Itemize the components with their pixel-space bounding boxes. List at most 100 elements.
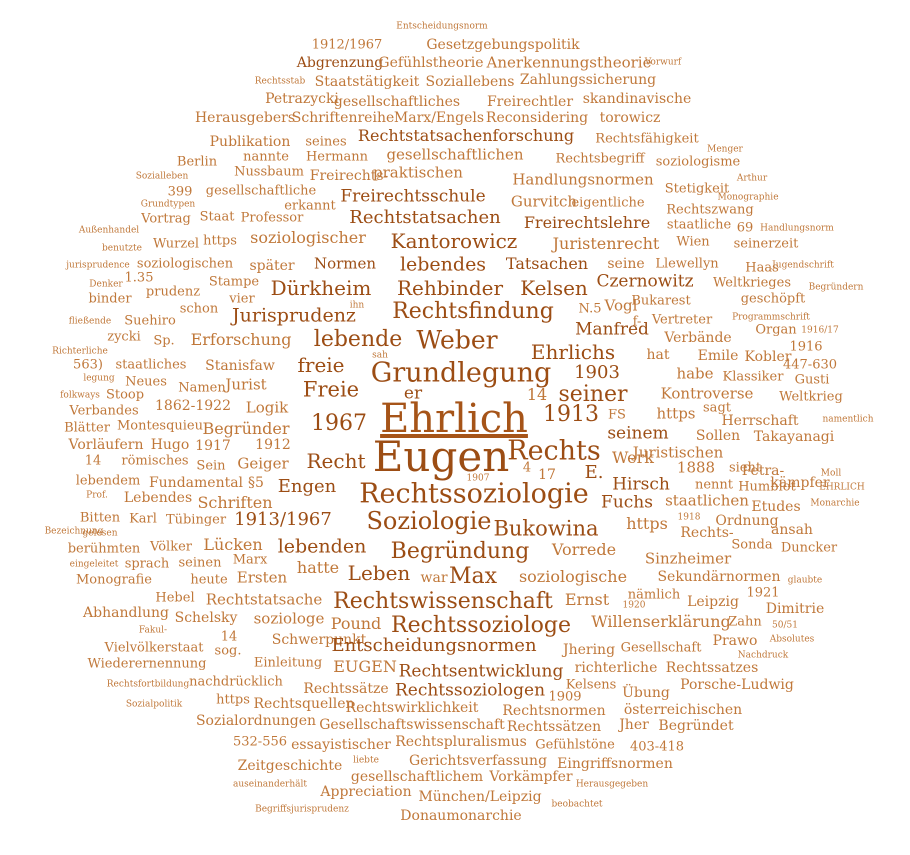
cloud-word-nachdruck: Nachdruck (737, 650, 789, 661)
cloud-word-schriftenreihe: Schriftenreihe (291, 110, 395, 126)
cloud-word-flie-ende: fließende (68, 316, 112, 327)
cloud-word-schwerpunkt: Schwerpunkt (271, 632, 367, 648)
cloud-word-lebendes: Lebendes (123, 490, 193, 506)
cloud-word-nussbaum: Nussbaum (234, 164, 304, 180)
cloud-word-bitten: Bitten (79, 510, 121, 526)
cloud-word-volker: Völker (150, 539, 192, 555)
cloud-word-organ: Organ (755, 322, 797, 338)
cloud-word-weber: Weber (416, 325, 498, 355)
cloud-word-erforschung: Erforschung (190, 330, 292, 349)
cloud-word-ubung: Übung (622, 685, 670, 701)
cloud-word-rechtsbegriff: Rechtsbegriff (555, 151, 645, 167)
cloud-word-logik: Logik (245, 398, 289, 417)
cloud-word-rechtspluralismus: Rechtspluralismus (395, 734, 527, 750)
cloud-word-munchen-leipzig: München/Leipzig (418, 789, 542, 805)
cloud-word-rechtssatze: Rechtssätze (303, 681, 389, 697)
cloud-word-sprach: sprach (124, 556, 170, 572)
cloud-word-nennt: nennt (694, 477, 734, 493)
cloud-word-freirechtslehre: Freirechtslehre (523, 213, 651, 232)
cloud-word-humblot: Humblot (738, 479, 796, 495)
cloud-word-kantorowicz: Kantorowicz (390, 229, 518, 253)
cloud-word-juristenrecht: Juristenrecht (552, 234, 660, 253)
cloud-word-stampe: Stampe (208, 274, 260, 290)
cloud-word-bukowina: Bukowina (493, 516, 599, 541)
cloud-word-berlin: Berlin (176, 154, 218, 170)
cloud-word-rechts: Rechts (507, 435, 601, 467)
cloud-word-1909: 1909 (548, 689, 582, 705)
cloud-word-petra: Petra- (741, 463, 785, 479)
cloud-word-anerkennungstheorie: Anerkennungstheorie (486, 53, 652, 72)
cloud-word-563: 563) (73, 357, 103, 373)
cloud-word-eingeleitet: eingeleitet (69, 559, 119, 570)
cloud-word-begrunder: Begründer (202, 419, 290, 438)
cloud-word-begriffsjurisprudenz: Begriffsjurisprudenz (255, 804, 349, 815)
cloud-word-prawo: Prawo (712, 633, 758, 649)
cloud-word-1913: 1913 (543, 402, 599, 427)
cloud-word-kontroverse: Kontroverse (660, 384, 754, 403)
cloud-word-hat: hat (646, 347, 670, 363)
cloud-word-gefuhlstone: Gefühlstöne (535, 737, 615, 753)
cloud-word-vier: vier (229, 291, 255, 307)
cloud-word-50-51: 50/51 (772, 620, 798, 631)
cloud-word-entscheidungsnorm: Entscheidungsnorm (396, 21, 488, 32)
cloud-word-verbande: Verbände (664, 330, 732, 346)
cloud-word-hugo: Hugo (150, 437, 190, 453)
cloud-word-staatliche: staatliche (666, 217, 732, 233)
cloud-word-recht: Recht (306, 449, 366, 473)
cloud-word-handlungsnormen: Handlungsnormen (512, 170, 654, 189)
cloud-word-n-5: N.5 (578, 301, 602, 317)
cloud-word-etudes: Etudes (751, 499, 801, 515)
cloud-word-normen: Normen (313, 254, 377, 273)
cloud-word-rechtsstab: Rechtsstab (254, 76, 306, 87)
cloud-word-kelsen: Kelsen (520, 276, 588, 300)
cloud-word-jurisprudenz: Jurisprudenz (232, 304, 356, 327)
cloud-word-montesquieu: Montesquieu (116, 418, 204, 434)
cloud-word-professor: Professor (240, 210, 304, 226)
cloud-word-fs: FS (608, 407, 626, 423)
cloud-word-bukarest: Bukarest (631, 293, 691, 309)
cloud-word-jurisprudence: jurisprudence (66, 260, 130, 271)
cloud-word-durkheim: Dürkheim (270, 276, 372, 300)
cloud-word-arthur: Arthur (736, 173, 768, 184)
cloud-word-1862-1922: 1862-1922 (155, 398, 231, 414)
cloud-word-geschopft: geschöpft (740, 291, 806, 307)
cloud-word-gesellschaftlichem: gesellschaftlichem (350, 769, 484, 785)
cloud-word-gesellschaftliche: gesellschaftliche (205, 183, 317, 199)
cloud-word-soziologische: soziologische (518, 567, 628, 586)
cloud-word-werk: Werk (612, 448, 654, 467)
cloud-word-osterreichischen: österreichischen (623, 702, 743, 718)
cloud-word-soziologischen: soziologischen (136, 256, 234, 272)
cloud-word-jhering: Jhering (562, 642, 616, 658)
cloud-word-vorlaufern: Vorläufern (68, 437, 144, 453)
cloud-word-1912-1967: 1912/1967 (311, 37, 383, 53)
cloud-word-au-enhandel: Außenhandel (78, 225, 140, 236)
cloud-word-praktischen: praktischen (373, 163, 463, 182)
cloud-word-pound: Pound (330, 614, 382, 633)
cloud-word-grundlegung: Grundlegung (370, 357, 552, 389)
cloud-word-eugen: EUGEN (333, 657, 397, 676)
cloud-word-seinem: seinem (607, 423, 669, 444)
cloud-word-staatliches: staatliches (115, 357, 187, 373)
cloud-word-namentlich: namentlich (822, 414, 874, 425)
cloud-word-engen: Engen (277, 476, 337, 497)
cloud-word-torowicz: torowicz (599, 110, 661, 126)
cloud-word-rechtsfindung: Rechtsfindung (392, 299, 554, 324)
cloud-word-jurist: Jurist (225, 375, 267, 394)
cloud-word-suehiro: Suehiro (124, 313, 176, 329)
cloud-word-habe: habe (676, 364, 714, 383)
cloud-word-sonda: Sonda (731, 537, 773, 553)
cloud-word-tatsachen: Tatsachen (505, 254, 589, 273)
cloud-word-zahlungssicherung: Zahlungssicherung (519, 72, 657, 88)
cloud-word-rechtssoziologen: Rechtssoziologen (394, 680, 546, 701)
cloud-word-beobachtet: beobachtet (551, 799, 603, 810)
cloud-word-geiger: Geiger (237, 454, 289, 473)
cloud-word-schriften: Schriften (197, 493, 273, 512)
cloud-word-neues: Neues (125, 374, 167, 390)
cloud-word-vorrede: Vorrede (551, 540, 617, 559)
cloud-word-lebendem: lebendem (75, 473, 141, 489)
cloud-word-essayistischer: essayistischer (291, 737, 391, 753)
cloud-word-rechtssoziologe: Rechtssoziologe (391, 613, 571, 638)
cloud-word-handlungsnorm: Handlungsnorm (760, 223, 834, 234)
cloud-word-auseinanderhalt: auseinanderhält (233, 779, 307, 790)
cloud-word-staat: Staat (199, 209, 235, 225)
